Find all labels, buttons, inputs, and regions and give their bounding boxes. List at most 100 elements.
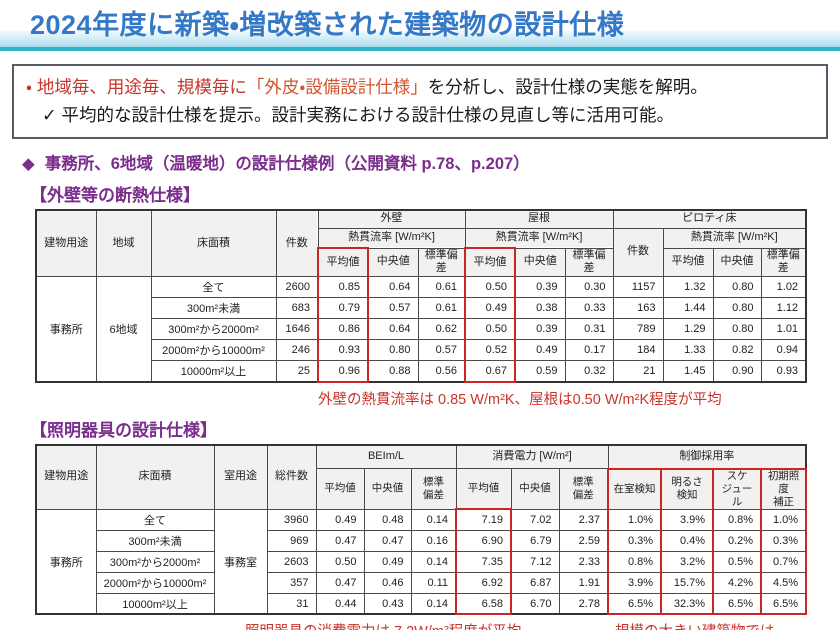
header-piloti-mean: 平均値	[662, 247, 714, 277]
table-cell: 0.17	[564, 339, 614, 361]
table-cell: 0.61	[417, 297, 466, 319]
header-bei-median: 中央値	[363, 468, 412, 510]
table-cell: 0.49	[363, 550, 412, 573]
table-cell: 6.79	[510, 529, 560, 552]
table-cell: 0.33	[564, 297, 614, 319]
table-cell: 1.0%	[607, 508, 663, 531]
insulation-spec-table: 建物用途 地域 床面積 件数 外壁 屋根 ピロティ床 熱貫流率 [W/m²K] …	[35, 209, 808, 383]
check-icon: ✓	[42, 105, 57, 125]
table-cell: 15.7%	[660, 571, 715, 594]
table-cell: 0.2%	[712, 529, 763, 552]
table-cell: 0.38	[514, 297, 566, 319]
table-cell: 0.86	[317, 318, 369, 340]
table-cell: 4.2%	[712, 571, 763, 594]
section-header-text: 事務所、6地域（温暖地）の設計仕様例（公開資料 p.78、p.207）	[44, 155, 530, 173]
table-cell: 0.47	[315, 529, 365, 552]
title-area: 2024年度に新築・増改築された建築物の設計仕様	[0, 0, 840, 54]
table-cell: 全て	[150, 276, 277, 298]
table-cell: 789	[612, 318, 664, 340]
header-power-mean: 平均値	[455, 468, 512, 510]
table-cell: 0.80	[712, 318, 762, 340]
table-cell: 0.88	[367, 360, 419, 382]
header-wall-mean: 平均値	[317, 247, 369, 277]
header-piloti-utrans: 熱貫流率 [W/m²K]	[662, 227, 807, 249]
title-accent-rule	[0, 47, 840, 51]
header-wall-sd: 標準偏差	[417, 247, 466, 277]
header-wall-utrans: 熱貫流率 [W/m²K]	[317, 227, 466, 249]
header-total-count: 総件数	[266, 444, 317, 510]
table-row: 2000m²から10000m² 246 0.93 0.80 0.57 0.52 0.49 0.…	[36, 339, 807, 361]
table-cell: 1.02	[760, 276, 807, 298]
table-cell: 0.3%	[607, 529, 663, 552]
table-cell: 0.49	[464, 297, 517, 319]
table-cell: 0.93	[760, 360, 807, 382]
table-cell: 0.16	[410, 529, 457, 552]
header-group-control: 制御採用率	[607, 444, 807, 469]
table-cell: 4.5%	[760, 571, 808, 594]
table-cell: 0.82	[712, 339, 762, 361]
header-bei-mean: 平均値	[315, 468, 365, 510]
table-cell: 184	[612, 339, 664, 361]
table-cell: 300m²から2000m²	[95, 550, 215, 573]
header-occupancy-sensing: 在室検知	[607, 467, 663, 510]
table-cell: 357	[266, 571, 317, 594]
control-adoption-note-line1: 規模の大きい建築物では	[615, 622, 804, 630]
table-cell: 2000m²から10000m²	[150, 339, 277, 361]
table-cell: 32.3%	[660, 592, 715, 616]
table-cell: 163	[612, 297, 664, 319]
table-cell: 1.45	[662, 360, 714, 382]
lighting-table-body: 事務所 全て 事務室 3960 0.49 0.48 0.14 7.19 7.02 2.37 1.0%…	[35, 508, 808, 616]
table-cell: 1.0%	[760, 508, 808, 531]
header-floor-area: 床面積	[150, 209, 277, 277]
header-group-piloti: ピロティ床	[612, 209, 807, 229]
table-cell: 0.96	[317, 360, 369, 383]
table-cell: 全て	[95, 508, 215, 531]
table-cell: 1.29	[662, 318, 714, 340]
table-cell: 0.14	[410, 592, 457, 615]
table-cell: 6.5%	[712, 592, 763, 616]
table-cell: 6.90	[455, 529, 513, 552]
table-cell: 0.39	[514, 318, 566, 340]
page-title: 2024年度に新築・増改築された建築物の設計仕様	[30, 10, 625, 40]
table-cell: 0.59	[514, 360, 566, 382]
header-roof-sd: 標準偏差	[564, 247, 614, 277]
table-cell: 6.87	[510, 571, 560, 594]
table-cell: 300m²から2000m²	[150, 318, 277, 340]
table-cell: 21	[612, 360, 664, 382]
insulation-table-title: 【外壁等の断熱仕様】	[30, 186, 200, 205]
table-cell: 0.93	[317, 339, 369, 361]
bottom-notes: 照明器具の消費電力は 7.2W/m²程度が平均 → 平成28年に定めた基準値（1…	[245, 622, 840, 630]
table-cell: 2.37	[558, 508, 609, 531]
summary-line1-black-text: を分析し、設計仕様の実態を解明。	[427, 77, 708, 97]
table-cell: 0.67	[464, 360, 517, 383]
header-room-use: 室用途	[213, 444, 268, 510]
table-cell: 0.47	[363, 529, 412, 552]
table-cell: 0.50	[315, 550, 365, 573]
table-cell: 0.3%	[760, 529, 808, 552]
table-cell: 0.79	[317, 297, 369, 319]
header-brightness-sensing: 明るさ 検知	[660, 467, 715, 510]
table-cell: 0.39	[514, 276, 566, 298]
table-cell: 6.5%	[760, 592, 808, 616]
control-adoption-note: 規模の大きい建築物では 省エネ制御の採用率が高い。	[615, 622, 804, 630]
title-gradient-band	[0, 31, 840, 47]
table-row: 事務所 全て 事務室 3960 0.49 0.48 0.14 7.19 7.02 2.37 1.0%…	[35, 508, 808, 615]
table-cell: 0.64	[367, 276, 419, 298]
header-piloti-sd: 標準偏差	[760, 247, 807, 277]
table-cell: 0.31	[564, 318, 614, 340]
table-cell: 6.58	[455, 592, 513, 616]
summary-box: ・ 地域毎、用途毎、規模毎に「外皮・設備設計仕様」を分析し、設計仕様の実態を解明…	[12, 64, 828, 139]
table-cell: 1646	[275, 318, 319, 340]
table-cell: 0.85	[317, 276, 369, 298]
table-cell: 3.9%	[660, 508, 715, 531]
table-cell: 2000m²から10000m²	[95, 571, 215, 594]
table-cell: 0.5%	[712, 550, 763, 573]
lighting-table-title: 【照明器具の設計仕様】	[30, 420, 217, 440]
table-cell: 2603	[266, 550, 317, 573]
table-cell: 1.33	[662, 339, 714, 361]
table-cell: 1.91	[558, 571, 609, 594]
table-cell: 7.02	[510, 508, 560, 531]
lighting-spec-table: 建物用途 床面積 室用途 総件数 BEIm/L 消費電力 [W/m²] 制御採用…	[35, 443, 808, 616]
bullet-dot: ・	[26, 77, 32, 97]
table-cell: 0.49	[514, 339, 566, 361]
